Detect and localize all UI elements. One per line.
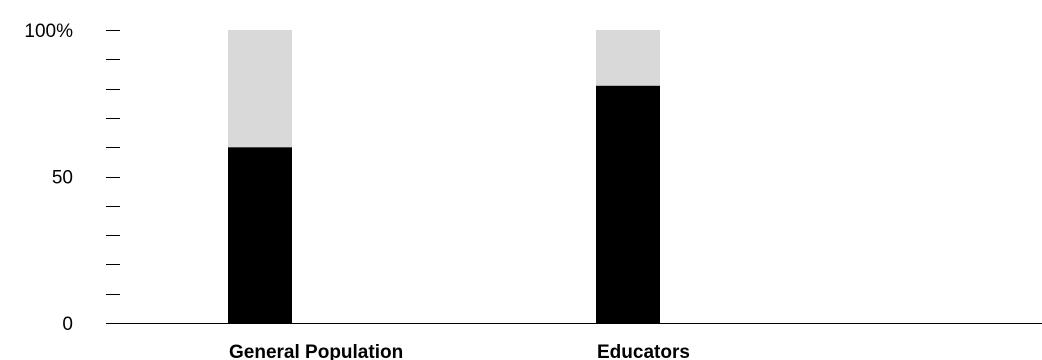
bar-segment — [596, 85, 660, 323]
bars — [228, 30, 660, 323]
y-tick-label: 100% — [24, 21, 73, 42]
bar-segment — [228, 30, 292, 148]
y-tick-label: 0 — [62, 314, 73, 335]
y-axis-ticks — [106, 30, 120, 295]
bar-segment — [228, 147, 292, 323]
labels: 0 50 100% General Population Educators — [24, 21, 690, 360]
category-label: General Population — [229, 342, 403, 360]
y-tick-label: 50 — [52, 168, 73, 189]
category-label: Educators — [597, 342, 690, 360]
bar-segment — [596, 30, 660, 86]
